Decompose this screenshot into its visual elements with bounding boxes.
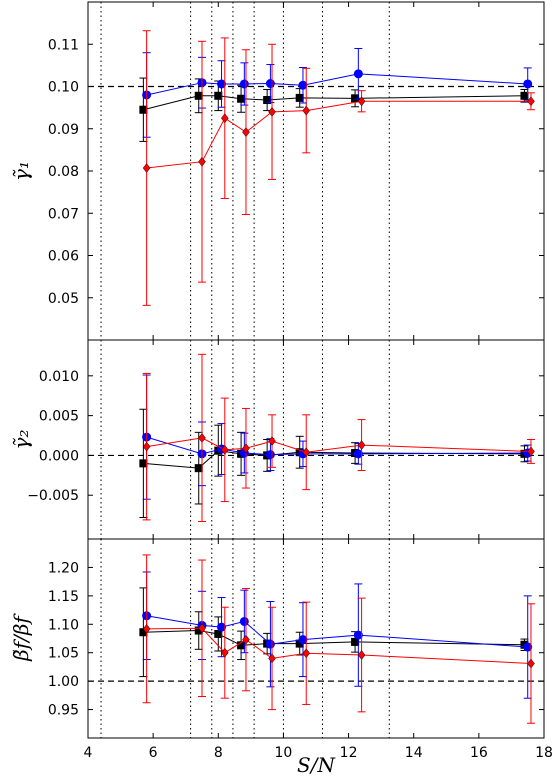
data-point [295, 93, 304, 102]
y-tick-label: 0.07 [48, 206, 79, 222]
data-point [302, 648, 311, 659]
series-red [142, 30, 535, 306]
data-point [351, 94, 360, 103]
data-point [217, 79, 227, 89]
series-red [142, 353, 535, 522]
x-tick-label: 18 [535, 745, 552, 761]
data-point [268, 436, 276, 446]
y-tick-label: 0.09 [48, 122, 79, 138]
y-tick-label: 0.05 [48, 291, 79, 307]
data-point [220, 113, 229, 124]
y-tick-label: 1.00 [48, 674, 79, 690]
data-point [194, 464, 203, 473]
data-point [242, 127, 250, 138]
data-point [298, 635, 308, 645]
x-axis: 4 6 8 10 12 14 16 18 [84, 745, 552, 761]
data-point [139, 105, 148, 114]
series-black [139, 587, 529, 678]
y-tick-label: 1.10 [48, 617, 79, 633]
y-tick-label: 0.11 [48, 37, 79, 53]
y-tick-label: 0.005 [39, 409, 79, 425]
y-tick-label: 0.95 [48, 703, 79, 719]
panel-frame [87, 1, 545, 341]
data-point [357, 440, 366, 450]
data-point [220, 647, 229, 658]
series-line [146, 100, 531, 169]
series-black [139, 77, 529, 142]
y-axis-label: β̃f/βf [9, 613, 33, 662]
data-point [265, 79, 275, 89]
data-point [357, 96, 366, 107]
y-axis-label: γ̃₁ [9, 161, 33, 181]
data-point [298, 80, 308, 90]
data-point [527, 96, 535, 107]
data-point [265, 639, 275, 649]
panel-frame [87, 538, 545, 739]
y-tick-label: 0.06 [48, 249, 79, 265]
data-point [142, 623, 151, 634]
series-red [142, 554, 535, 724]
data-point [523, 79, 533, 89]
data-point [268, 106, 276, 117]
series-line [146, 437, 531, 453]
data-point [198, 623, 206, 634]
data-point [353, 630, 363, 640]
data-point [239, 616, 249, 626]
data-point [265, 450, 275, 460]
data-point [142, 441, 151, 452]
data-point [220, 444, 229, 455]
y-axis-label: γ̃₂ [9, 430, 33, 450]
x-tick-label: 4 [84, 745, 93, 761]
data-point [527, 446, 535, 457]
series-line [146, 627, 531, 665]
x-tick-label: 12 [340, 745, 358, 761]
x-tick-label: 16 [470, 745, 488, 761]
y-tick-label: 1.20 [48, 560, 79, 576]
data-point [353, 69, 363, 79]
x-tick-label: 10 [275, 745, 293, 761]
panel-gamma2: −0.005 0.000 0.005 0.010 γ̃₂ [9, 339, 545, 540]
y-tick-label: 0.010 [39, 369, 79, 385]
x-tick-label: 6 [149, 745, 158, 761]
data-point [527, 658, 535, 669]
x-axis-label: S/N [297, 753, 336, 777]
data-point [242, 443, 250, 454]
data-point [239, 79, 249, 89]
data-point [242, 634, 250, 645]
y-tick-label: 0.000 [39, 448, 79, 464]
panels: 0.05 0.06 0.07 0.08 0.09 0.10 0.11 γ̃₁ −0.005 0.0… [9, 1, 545, 739]
panel-beta: 0.95 1.00 1.05 1.10 1.15 1.20 β̃f/βf [9, 538, 545, 739]
x-tick-label: 8 [214, 745, 223, 761]
data-point [520, 91, 529, 100]
data-point [302, 105, 311, 116]
data-point [139, 459, 148, 468]
data-point [214, 91, 223, 100]
y-tick-label: 1.15 [48, 589, 79, 605]
data-point [353, 449, 363, 459]
data-point [523, 642, 533, 652]
y-tick-label: −0.005 [27, 488, 79, 504]
series-black [139, 408, 529, 519]
x-tick-label: 14 [405, 745, 423, 761]
plot-area [88, 340, 544, 539]
data-point [302, 447, 311, 458]
data-point [357, 650, 366, 660]
data-point [217, 622, 227, 632]
data-point [268, 653, 276, 664]
y-tick-label: 0.08 [48, 164, 79, 180]
data-point [198, 433, 206, 443]
data-point [142, 163, 151, 173]
data-point [198, 156, 206, 167]
data-point [194, 91, 203, 100]
plot-area [88, 2, 544, 340]
panel-frame [87, 339, 545, 540]
data-point [237, 94, 246, 103]
series-blue [142, 571, 533, 699]
panel-gamma1: 0.05 0.06 0.07 0.08 0.09 0.10 0.11 γ̃₁ [9, 1, 545, 341]
plot-area [88, 539, 544, 738]
y-tick-label: 0.10 [48, 80, 79, 96]
y-tick-label: 1.05 [48, 646, 79, 662]
